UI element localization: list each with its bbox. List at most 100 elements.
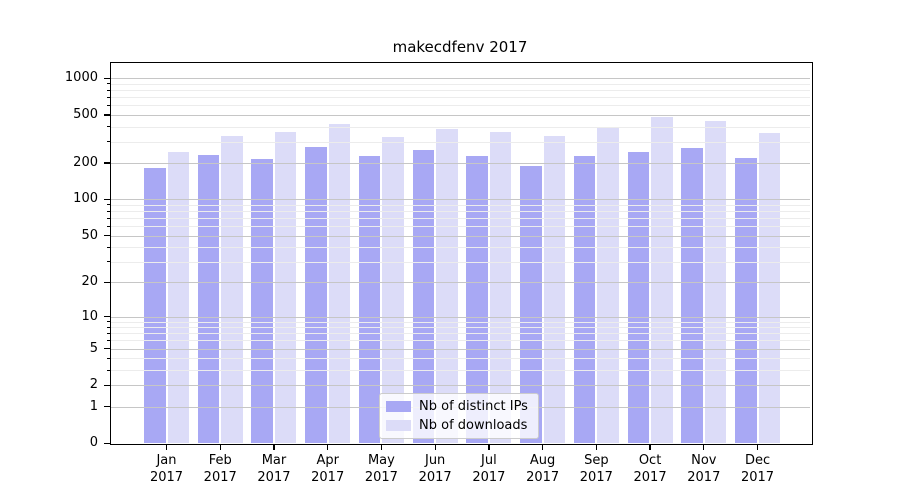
x-axis-tick: [542, 444, 544, 450]
gridline-major: [110, 78, 810, 80]
bar-downloads-apr: [328, 124, 351, 444]
y-axis-minor-tick: [106, 217, 110, 219]
x-axis-tick: [488, 444, 490, 450]
y-tick-label: 1000: [64, 70, 98, 86]
y-axis-minor-tick: [106, 326, 110, 328]
y-axis-minor-tick: [106, 210, 110, 212]
chart-title: makecdfenv 2017: [392, 38, 528, 56]
y-axis-minor-tick: [106, 246, 110, 248]
legend-item-distinct-ips: Nb of distinct IPs: [386, 399, 528, 414]
y-tick-label: 200: [73, 155, 98, 171]
y-axis-tick: [104, 442, 110, 444]
bar-downloads-sep: [597, 126, 619, 444]
gridline-minor: [110, 218, 810, 220]
x-tick-label: May 2017: [364, 453, 398, 485]
x-tick-label: Oct 2017: [633, 453, 667, 485]
gridline-minor: [110, 247, 810, 249]
y-axis-tick: [104, 114, 110, 116]
bar-downloads-dec: [758, 133, 781, 444]
gridline-minor: [110, 333, 810, 335]
bar-ips-may: [358, 155, 381, 444]
gridline-major: [110, 348, 810, 350]
gridline-minor: [110, 90, 810, 92]
x-tick-label: Jun 2017: [418, 453, 452, 485]
gridline-major: [110, 114, 810, 116]
x-axis-tick: [219, 444, 221, 450]
x-axis-tick: [165, 444, 168, 450]
gridline-minor: [110, 211, 810, 213]
bar-ips-apr: [305, 147, 327, 444]
x-axis-tick: [649, 444, 651, 450]
gridline-major: [110, 316, 810, 318]
x-axis-tick: [595, 444, 598, 450]
y-tick-label: 2: [89, 377, 98, 393]
y-axis-tick: [104, 281, 110, 284]
x-tick-label: Dec 2017: [740, 453, 775, 485]
gridline-minor: [110, 261, 810, 263]
gridline-minor: [110, 226, 810, 228]
y-tick-label: 50: [81, 227, 98, 243]
bar-downloads-jul: [489, 131, 512, 444]
y-axis-tick: [104, 234, 110, 237]
legend-swatch-downloads: [386, 420, 411, 431]
gridline-minor: [110, 327, 810, 329]
bar-downloads-mar: [274, 131, 297, 444]
bar-downloads-feb: [221, 135, 243, 444]
gridline-minor: [110, 83, 810, 85]
y-axis-minor-tick: [106, 204, 110, 206]
y-axis-minor-tick: [106, 332, 110, 334]
y-axis-minor-tick: [106, 357, 110, 359]
y-axis-minor-tick: [106, 96, 110, 98]
legend-label-downloads: Nb of downloads: [419, 418, 528, 433]
gridline-minor: [110, 141, 810, 143]
gridline-minor: [110, 204, 810, 206]
bar-ips-oct: [627, 151, 650, 444]
y-axis-minor-tick: [106, 89, 110, 91]
x-tick-label: Sep 2017: [579, 453, 613, 485]
y-axis-minor-tick: [106, 126, 110, 128]
y-axis-tick: [104, 384, 110, 386]
y-axis-minor-tick: [106, 83, 110, 85]
bar-ips-feb: [197, 155, 220, 444]
y-axis-minor-tick: [106, 339, 110, 341]
x-axis-tick: [273, 444, 275, 450]
x-axis-tick: [703, 444, 705, 450]
bar-ips-jan: [144, 167, 166, 444]
y-axis-tick: [104, 406, 110, 408]
x-axis-tick: [380, 444, 383, 450]
bar-ips-jul: [466, 155, 488, 444]
x-tick-label: Jul 2017: [472, 453, 506, 485]
x-tick-label: Apr 2017: [311, 453, 345, 485]
bar-downloads-jun: [436, 129, 458, 444]
bar-ips-nov: [681, 148, 703, 444]
y-axis-minor-tick: [106, 225, 110, 227]
gridline-minor: [110, 321, 810, 323]
bar-downloads-nov: [704, 120, 727, 444]
gridline-major: [110, 385, 810, 387]
x-tick-label: Jan 2017: [149, 453, 184, 485]
y-tick-label: 10: [81, 308, 98, 324]
gridline-major: [110, 282, 810, 284]
y-tick-label: 500: [73, 106, 98, 122]
y-axis-tick: [104, 316, 110, 318]
x-tick-label: Aug 2017: [526, 453, 560, 485]
bar-ips-sep: [573, 155, 596, 444]
gridline-minor: [110, 126, 810, 128]
gridline-minor: [110, 340, 810, 342]
y-axis-minor-tick: [106, 369, 110, 371]
bar-ips-dec: [735, 157, 757, 444]
y-axis-tick: [104, 77, 110, 79]
x-tick-label: Feb 2017: [203, 453, 237, 485]
bar-ips-aug: [520, 165, 542, 444]
y-tick-label: 0: [89, 435, 98, 451]
gridline-major: [110, 199, 810, 201]
legend-label-ips: Nb of distinct IPs: [419, 399, 528, 414]
y-tick-label: 100: [73, 191, 98, 207]
x-axis-tick: [434, 444, 436, 450]
x-axis-tick: [756, 444, 759, 450]
y-axis-minor-tick: [106, 104, 110, 106]
legend: Nb of distinct IPs Nb of downloads: [379, 393, 539, 439]
bar-downloads-aug: [543, 135, 566, 444]
y-tick-label: 1: [89, 398, 98, 414]
